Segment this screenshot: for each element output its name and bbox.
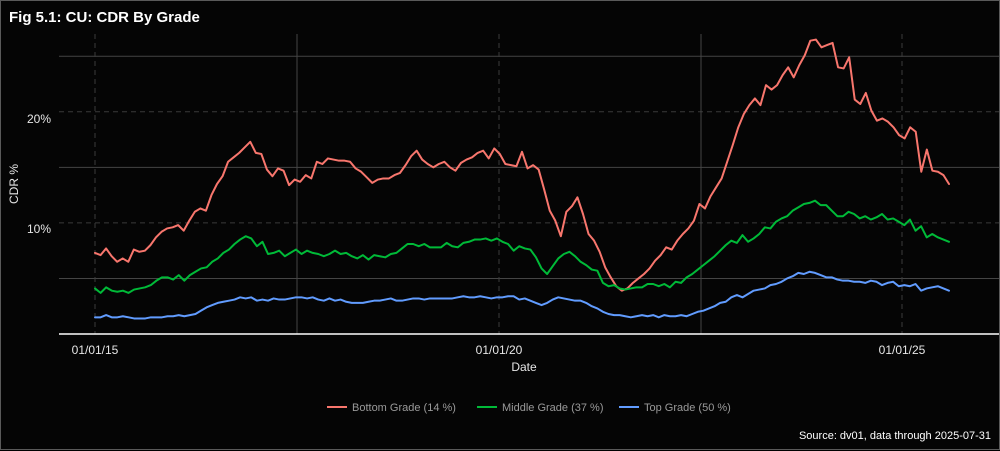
legend-item-bottom-grade: Bottom Grade (14 %) xyxy=(327,402,456,414)
x-axis-title: Date xyxy=(511,360,537,374)
x-tick-label: 01/01/25 xyxy=(879,343,926,357)
legend-label-bottom-grade: Bottom Grade (14 %) xyxy=(352,402,456,414)
y-tick-label: 10% xyxy=(27,222,51,236)
legend-item-top-grade: Top Grade (50 %) xyxy=(619,402,731,414)
grid-layer xyxy=(59,34,999,334)
y-tick-label: 20% xyxy=(27,112,51,126)
legend-item-middle-grade: Middle Grade (37 %) xyxy=(477,402,604,414)
series-line-bottom-grade xyxy=(94,38,950,292)
x-tick-label: 01/01/15 xyxy=(72,343,119,357)
source-caption: Source: dv01, data through 2025-07-31 xyxy=(799,430,991,442)
legend-label-top-grade: Top Grade (50 %) xyxy=(644,402,731,414)
chart-title: Fig 5.1: CU: CDR By Grade xyxy=(9,9,200,26)
x-tick-label: 01/01/20 xyxy=(476,343,523,357)
series-line-top-grade xyxy=(94,270,950,320)
y-axis-title: CDR % xyxy=(7,164,21,204)
legend-label-middle-grade: Middle Grade (37 %) xyxy=(502,402,604,414)
series-line-middle-grade xyxy=(94,199,950,294)
legend: Bottom Grade (14 %) Middle Grade (37 %) … xyxy=(327,402,731,414)
series-lines xyxy=(94,38,950,320)
